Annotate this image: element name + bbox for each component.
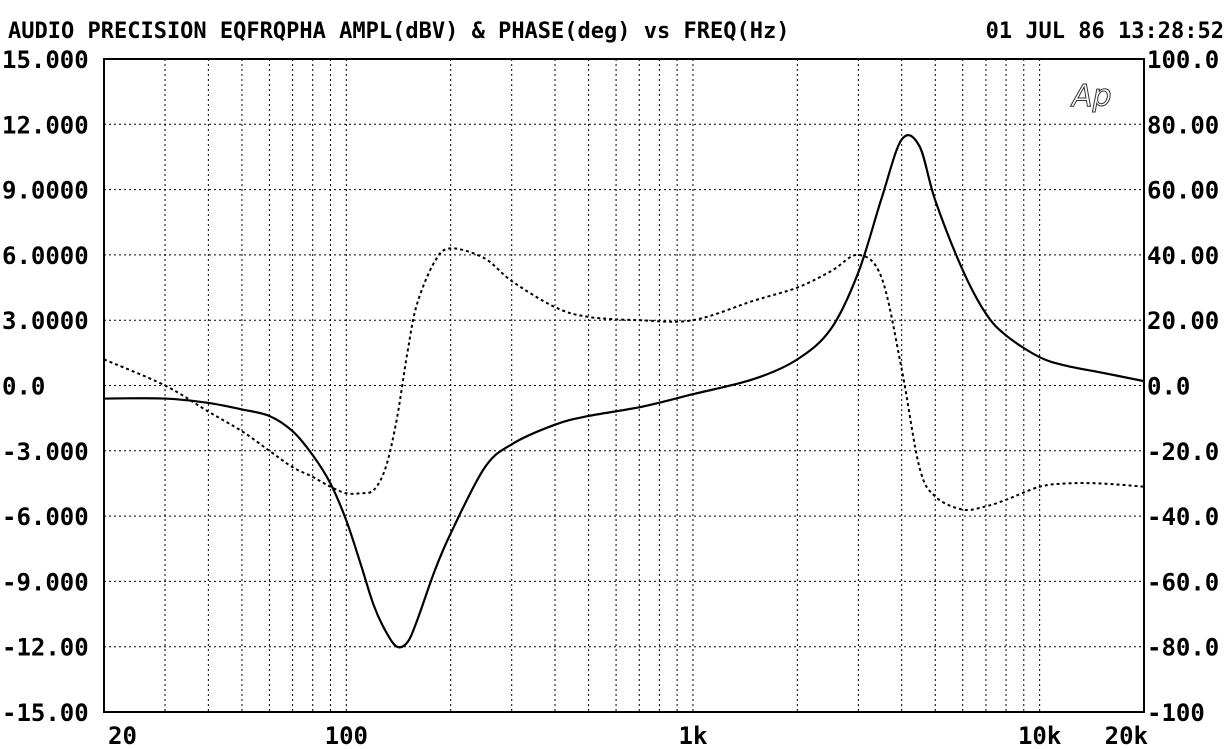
- y-left-tick-label: 3.0000: [2, 307, 89, 335]
- series-layer: [103, 134, 1145, 649]
- y-right-tick-label: -20.0: [1147, 438, 1219, 466]
- y-right-tick-label: 0.0: [1147, 373, 1190, 401]
- x-tick-label: 20k: [1105, 722, 1149, 749]
- y-left-tick-label: 12.000: [2, 111, 89, 139]
- y-right-tick-label: 80.00: [1147, 111, 1219, 139]
- phase-series-line: [103, 247, 1145, 511]
- ap-logo: Ap: [1070, 79, 1112, 114]
- y-left-tick-label: -15.00: [2, 699, 89, 727]
- plot-frame: [103, 58, 1145, 713]
- y-left-tick-label: 6.0000: [2, 242, 89, 270]
- y-right-tick-label: 60.00: [1147, 177, 1219, 205]
- tick-labels: 15.000 12.000 9.0000 6.0000 3.0000 0.0 -3.000 -…: [2, 46, 1219, 749]
- grid: [104, 59, 1144, 712]
- x-tick-label: 20: [108, 722, 137, 749]
- y-left-tick-label: -3.000: [2, 438, 89, 466]
- x-tick-label: 100: [325, 722, 368, 749]
- y-left-tick-label: 15.000: [2, 46, 89, 74]
- y-right-tick-label: 40.00: [1147, 242, 1219, 270]
- y-right-tick-label: 100.0: [1147, 46, 1219, 74]
- y-left-tick-label: -9.000: [2, 568, 89, 596]
- y-left-tick-label: -12.00: [2, 634, 89, 662]
- y-right-tick-label: 20.00: [1147, 307, 1219, 335]
- y-right-tick-label: -100: [1147, 699, 1205, 727]
- chart-timestamp: 01 JUL 86 13:28:52: [986, 19, 1224, 44]
- y-right-tick-label: -40.0: [1147, 503, 1219, 531]
- chart-title: AUDIO PRECISION EQFRQPHA AMPL(dBV) & PHA…: [8, 19, 789, 44]
- y-left-tick-label: 9.0000: [2, 177, 89, 205]
- amplitude-series-line: [103, 134, 1145, 649]
- y-right-tick-label: -60.0: [1147, 568, 1219, 596]
- y-right-tick-label: -80.0: [1147, 634, 1219, 662]
- y-left-tick-label: -6.000: [2, 503, 89, 531]
- x-tick-label: 1k: [679, 722, 708, 749]
- x-tick-label: 10k: [1018, 722, 1062, 749]
- y-left-tick-label: 0.0: [2, 373, 45, 401]
